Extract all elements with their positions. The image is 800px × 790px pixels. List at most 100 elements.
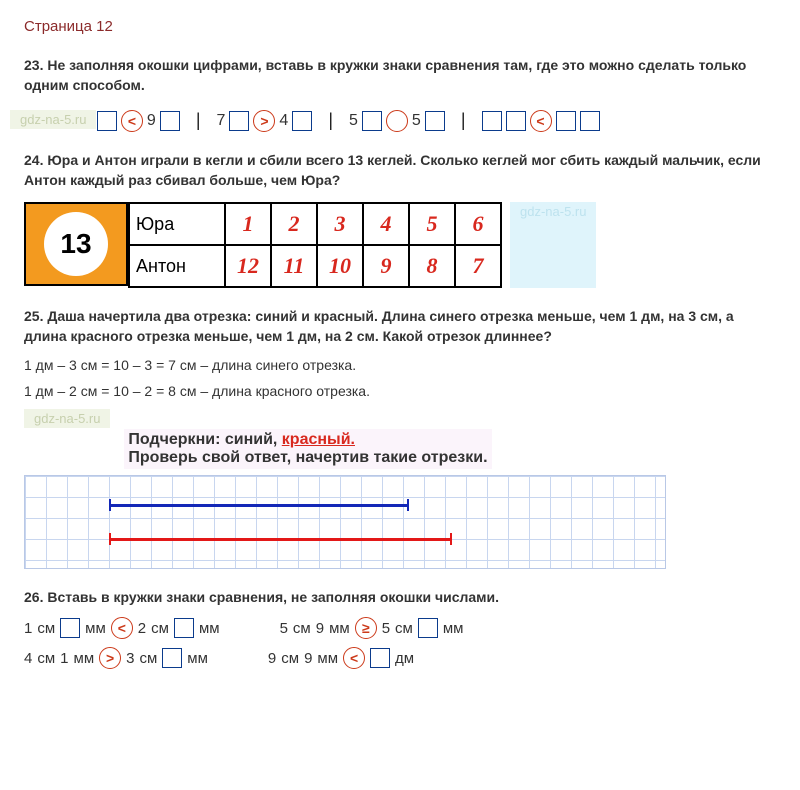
unit: мм (85, 620, 106, 637)
blank-box (229, 111, 249, 131)
blue-segment (109, 504, 409, 507)
num: 9 (304, 650, 312, 667)
comp-group-2: 7 > 4 (217, 110, 313, 132)
blank-box (292, 111, 312, 131)
problem-26-text: 26. Вставь в кружки знаки сравнения, не … (24, 587, 776, 607)
sign-circle: < (111, 617, 133, 639)
separator-icon: | (461, 110, 466, 131)
blank-box (580, 111, 600, 131)
blank-box (174, 618, 194, 638)
blank-box (160, 111, 180, 131)
unit: мм (187, 650, 208, 667)
comp-group-1: 5 < 9 (84, 110, 180, 132)
blank-box (370, 648, 390, 668)
problem-23-text: 23. Не заполняя окошки цифрами, вставь в… (24, 55, 776, 96)
num: 5 (280, 620, 288, 637)
total-circle: 13 (44, 212, 108, 276)
cell: 6 (455, 203, 501, 245)
row-name: Юра (129, 203, 225, 245)
problem-24-table: 13 Юра 1 2 3 4 5 6 Антон 12 11 10 9 8 7 … (24, 202, 776, 288)
num: 2 (138, 620, 146, 637)
sign-circle: < (343, 647, 365, 669)
cell: 7 (455, 245, 501, 287)
unit: мм (74, 650, 95, 667)
check-label: Проверь свой ответ, начертив такие отрез… (128, 449, 487, 466)
blank-box (362, 111, 382, 131)
separator-icon: | (328, 110, 333, 131)
cell: 11 (271, 245, 317, 287)
num: 5 (382, 620, 390, 637)
separator-icon: | (196, 110, 201, 131)
cell: 4 (363, 203, 409, 245)
compare-item: 9 см 9 мм < дм (268, 647, 414, 669)
num: 7 (217, 112, 226, 130)
watermark-left: gdz-na-5.ru (10, 110, 96, 129)
unit: см (37, 620, 55, 637)
page-title: Страница 12 (24, 18, 776, 35)
cell: 12 (225, 245, 271, 287)
blank-box (482, 111, 502, 131)
table-row: Антон 12 11 10 9 8 7 (129, 245, 501, 287)
num: 1 (24, 620, 32, 637)
problem-24-text: 24. Юра и Антон играли в кегли и сбили в… (24, 150, 776, 191)
unit: см (151, 620, 169, 637)
cell: 8 (409, 245, 455, 287)
unit: мм (443, 620, 464, 637)
sign-circle: < (530, 110, 552, 132)
num: 3 (126, 650, 134, 667)
unit: мм (317, 650, 338, 667)
num: 9 (316, 620, 324, 637)
unit: см (37, 650, 55, 667)
blank-box (162, 648, 182, 668)
compare-item: 1 см мм < 2 см мм (24, 617, 220, 639)
blank-box (97, 111, 117, 131)
num: 4 (279, 112, 288, 130)
underline-label: Подчеркни: синий, (128, 431, 281, 448)
answer-line-1: 1 дм – 3 см = 10 – 3 = 7 см – длина сине… (24, 357, 776, 373)
blank-box (425, 111, 445, 131)
unit: мм (329, 620, 350, 637)
underline-red-word: красный. (282, 431, 355, 448)
row-name: Антон (129, 245, 225, 287)
num: 9 (268, 650, 276, 667)
cell: 2 (271, 203, 317, 245)
num: 5 (412, 112, 421, 130)
problem-25-text: 25. Даша начертила два отрезка: синий и … (24, 306, 776, 347)
unit: см (293, 620, 311, 637)
num: 4 (24, 650, 32, 667)
p26-row: 4 см 1 мм > 3 см мм 9 см 9 мм < дм (24, 647, 776, 669)
num: 9 (147, 112, 156, 130)
total-box: 13 (24, 202, 128, 286)
cell: 9 (363, 245, 409, 287)
num: 1 (60, 650, 68, 667)
unit: мм (199, 620, 220, 637)
blank-box (418, 618, 438, 638)
red-segment (109, 538, 452, 541)
answer-line-2: 1 дм – 2 см = 10 – 2 = 8 см – длина крас… (24, 383, 776, 399)
underline-instruction: Подчеркни: синий, красный. Проверь свой … (124, 429, 491, 469)
problem-26-grid: 1 см мм < 2 см мм 5 см 9 мм ≥ 5 см мм 4 … (24, 617, 776, 669)
sign-circle: > (99, 647, 121, 669)
compare-item: 4 см 1 мм > 3 см мм (24, 647, 208, 669)
watermark-right: gdz-na-5.ru (510, 202, 596, 288)
unit: дм (395, 650, 414, 667)
sign-circle (386, 110, 408, 132)
sign-circle: < (121, 110, 143, 132)
comp-group-4: < (482, 110, 600, 132)
sign-circle: ≥ (355, 617, 377, 639)
cell: 3 (317, 203, 363, 245)
compare-item: 5 см 9 мм ≥ 5 см мм (280, 617, 464, 639)
blank-box (506, 111, 526, 131)
num: 5 (349, 112, 358, 130)
cell: 10 (317, 245, 363, 287)
blank-box (556, 111, 576, 131)
table-row: Юра 1 2 3 4 5 6 (129, 203, 501, 245)
unit: см (139, 650, 157, 667)
watermark-left: gdz-na-5.ru (24, 409, 110, 428)
blank-box (60, 618, 80, 638)
cell: 5 (409, 203, 455, 245)
problem-23-row: gdz-na-5.ru 5 < 9 | 7 > 4 | 5 5 | < (84, 110, 776, 132)
sign-circle: > (253, 110, 275, 132)
segments-grid (24, 475, 666, 569)
unit: см (395, 620, 413, 637)
